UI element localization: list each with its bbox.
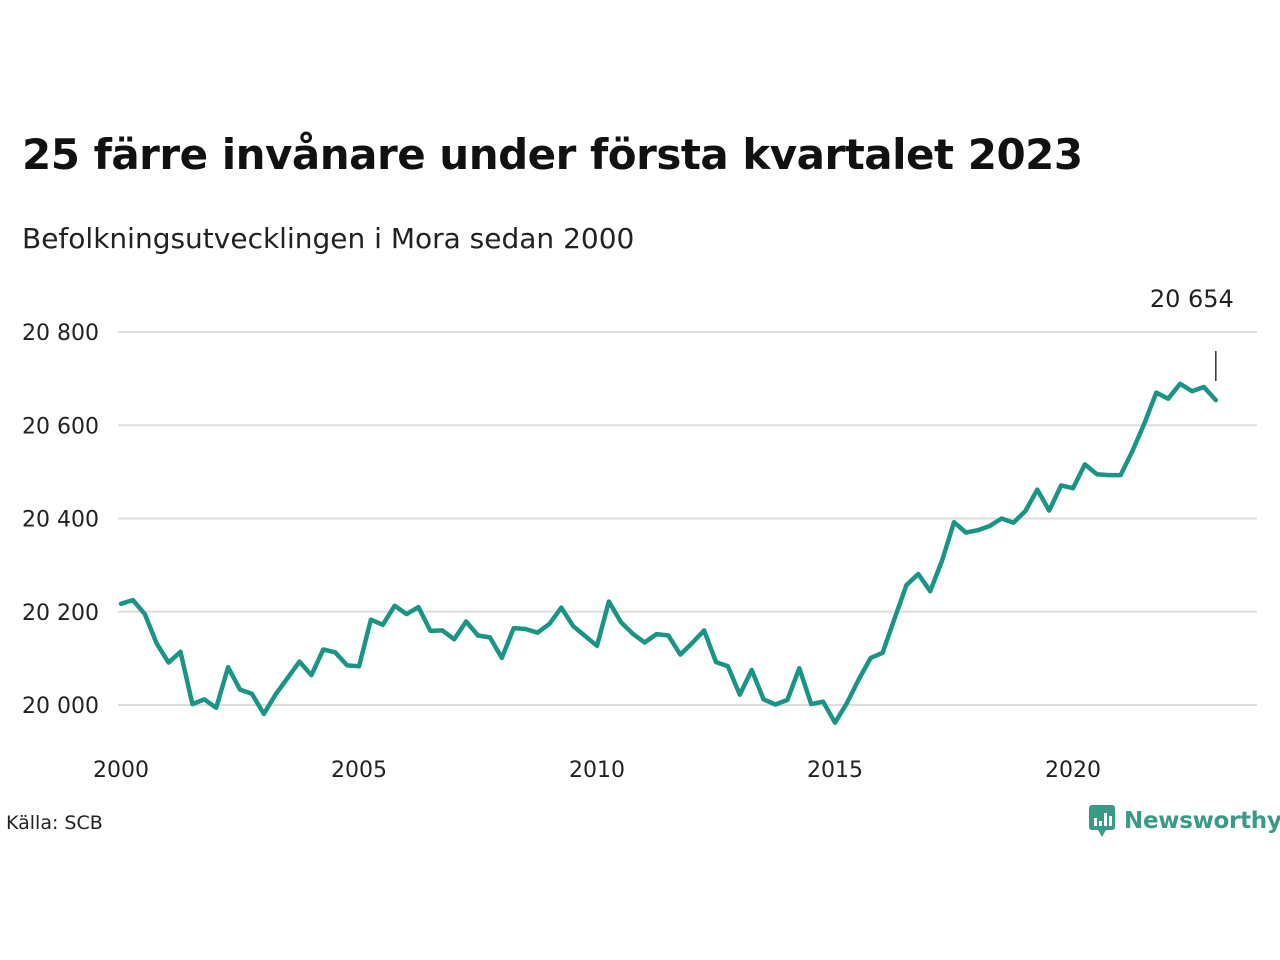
chart-subtitle: Befolkningsutvecklingen i Mora sedan 200… [22, 222, 635, 255]
x-tick-label: 2005 [331, 758, 387, 783]
x-tick-label: 2000 [93, 758, 149, 783]
y-tick-label: 20 000 [22, 694, 99, 719]
x-tick-label: 2010 [569, 758, 625, 783]
x-axis-ticks: 2000 2005 2010 2015 2020 [93, 758, 1101, 783]
y-axis-ticks: 20 000 20 200 20 400 20 600 20 800 [22, 321, 99, 719]
series-layer [118, 381, 1219, 725]
y-tick-label: 20 600 [22, 414, 99, 439]
brand-logo[interactable]: Newsworthy [1088, 804, 1280, 838]
x-tick-label: 2020 [1045, 758, 1101, 783]
x-tick-label: 2015 [807, 758, 863, 783]
newsworthy-logo-icon [1089, 805, 1115, 837]
source-note: Källa: SCB [6, 812, 103, 834]
end-value-label: 20 654 [1150, 285, 1234, 313]
y-tick-label: 20 200 [22, 601, 99, 626]
series-line [118, 381, 1219, 725]
annotation-layer: 20 654 [1150, 285, 1234, 381]
gridlines [118, 331, 1257, 706]
chart-title: 25 färre invånare under första kvartalet… [22, 130, 1083, 179]
y-tick-label: 20 800 [22, 321, 99, 346]
brand-name: Newsworthy [1124, 808, 1280, 834]
y-tick-label: 20 400 [22, 508, 99, 533]
